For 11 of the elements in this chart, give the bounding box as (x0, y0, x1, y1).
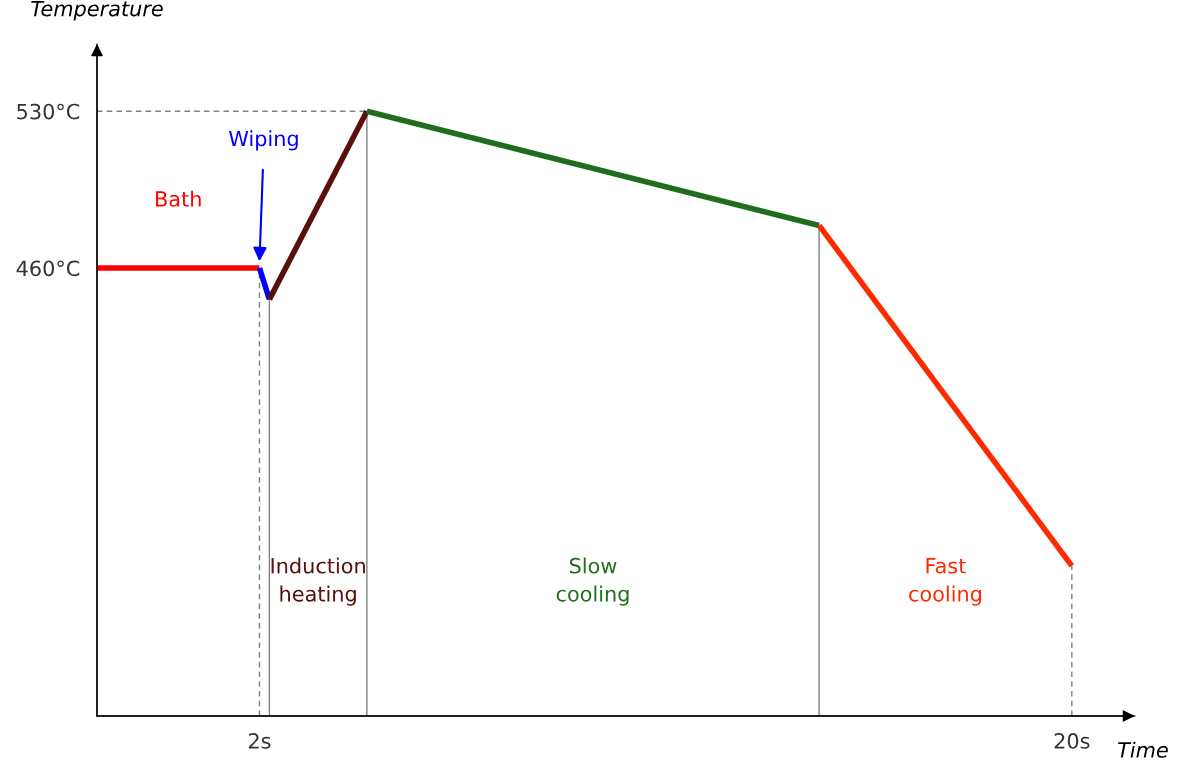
y-tick-label: 460°C (16, 260, 80, 277)
text: Wiping (229, 130, 298, 151)
text: Induction heating (271, 557, 365, 606)
x-tick-label: 2s (248, 733, 271, 749)
text: Slow cooling (556, 557, 629, 606)
text: Bath (156, 190, 201, 207)
text: Fast cooling (909, 558, 982, 606)
y-tick-label: 530°C (17, 103, 80, 120)
x-tick-label: 20s (1054, 733, 1090, 749)
y-axis-title: Temperature (31, 0, 163, 21)
x-axis-title: Time (1118, 741, 1168, 758)
